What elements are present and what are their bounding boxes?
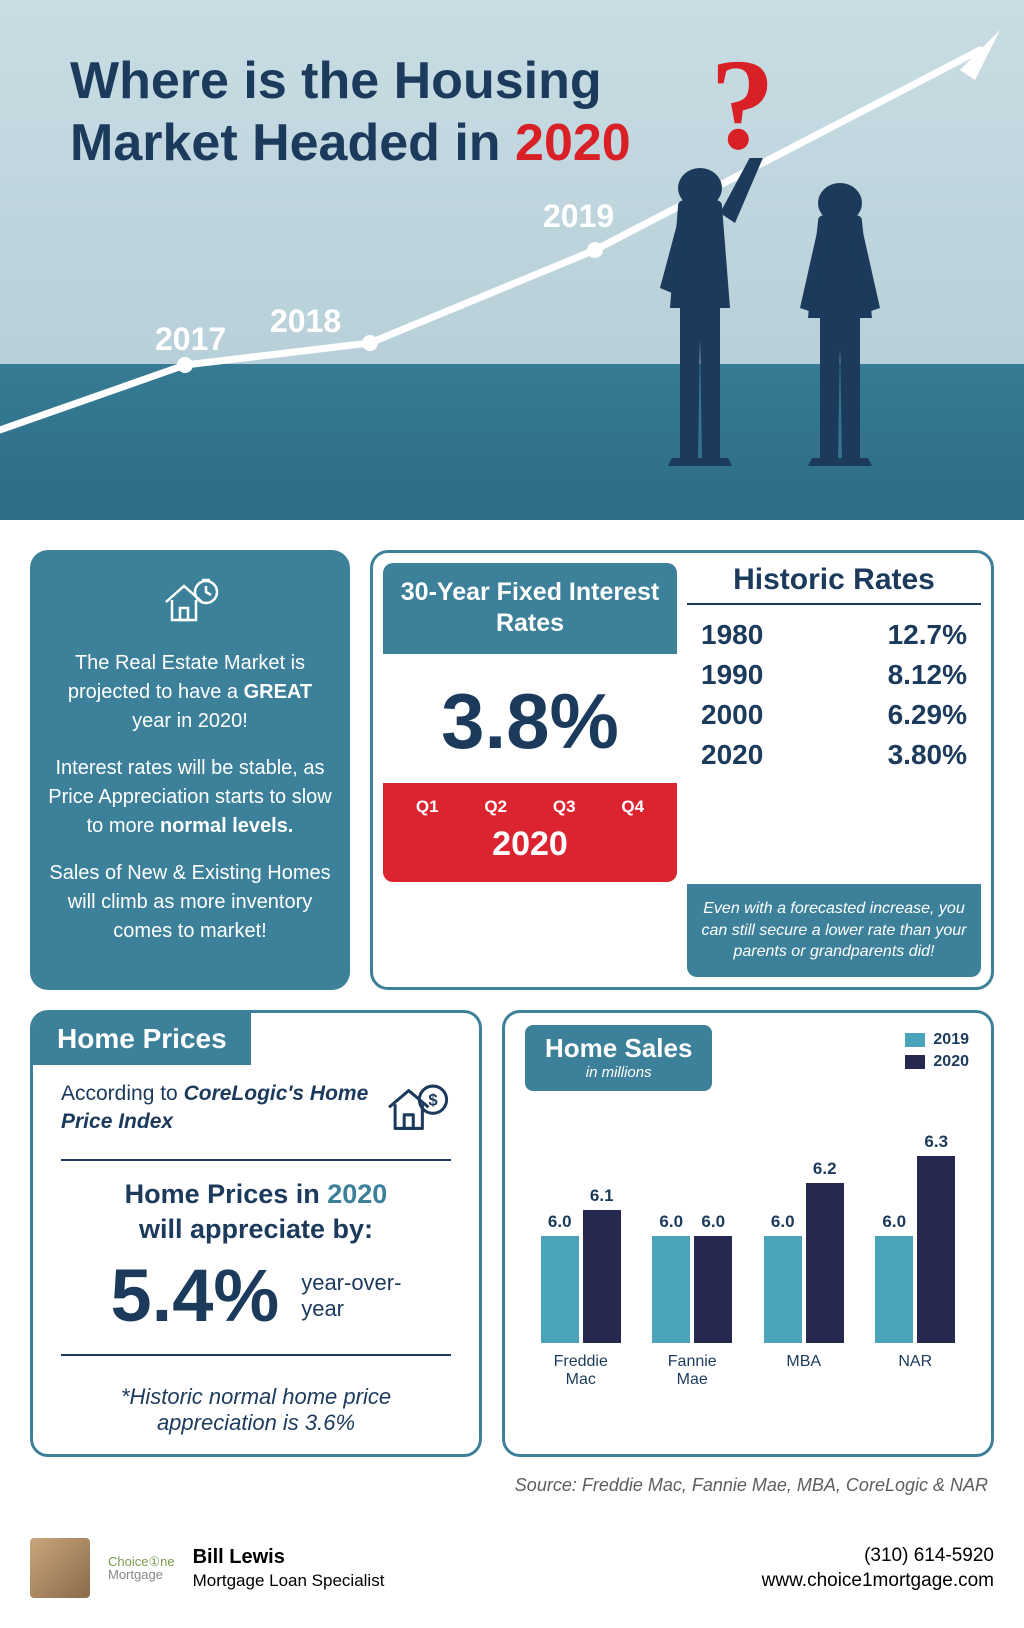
quarter-row: Q1 Q2 Q3 Q4 [393,797,667,817]
trend-year-label: 2017 [155,321,226,358]
businessmen-silhouette-icon [600,158,960,468]
bar-group: 6.06.2 MBA [764,1183,844,1391]
prices-sub: According to CoreLogic's Home Price Inde… [61,1073,451,1143]
prices-headline: Home Prices in 2020 will appreciate by: [61,1177,451,1247]
bar: 6.0 [541,1236,579,1343]
website: www.choice1mortgage.com [762,1568,994,1594]
title-line2a: Market Headed in [70,114,515,172]
quarter-label: Q4 [621,797,644,817]
quarter-label: Q2 [484,797,507,817]
prices-pct-row: 5.4% year-over-year [61,1253,451,1338]
bar: 6.0 [764,1236,802,1343]
bar-label: FreddieMac [554,1353,608,1391]
quarter-box: Q1 Q2 Q3 Q4 2020 [383,783,677,882]
current-rate: 3.8% [383,654,677,783]
sales-subtitle: in millions [545,1064,692,1081]
footer: Choice①ne Mortgage Bill Lewis Mortgage L… [0,1524,1024,1628]
historic-row: 20006.29% [687,695,981,735]
legend-item: 2020 [905,1053,969,1071]
intro-p2: Interest rates will be stable, as Price … [48,754,332,841]
phone: (310) 614-5920 [762,1543,994,1569]
title-line1: Where is the Housing [70,52,602,110]
trend-year-label: 2018 [270,303,341,340]
row-2: Home Prices According to CoreLogic's Hom… [0,1010,1024,1467]
yoy-label: year-over-year [301,1270,401,1321]
quarter-year: 2020 [393,825,667,864]
intro-card: The Real Estate Market is projected to h… [30,550,350,990]
house-dollar-icon: $ [383,1073,451,1143]
historic-row: 198012.7% [687,615,981,655]
bar-chart: 6.06.1FreddieMac6.06.0FannieMae6.06.2MBA… [525,1121,971,1391]
trend-year-label: 2019 [543,198,614,235]
hero: Where is the Housing Market Headed in 20… [0,0,1024,520]
bar: 6.0 [652,1236,690,1343]
historic-rates: Historic Rates 198012.7%19908.12%20006.2… [687,563,981,977]
company-logo: Choice①ne Mortgage [108,1555,175,1581]
quarter-label: Q1 [416,797,439,817]
page-title: Where is the Housing Market Headed in 20… [70,50,631,175]
chart-legend: 2019 2020 [905,1031,969,1075]
contact-block: (310) 614-5920 www.choice1mortgage.com [762,1543,994,1594]
svg-text:$: $ [428,1091,438,1110]
quarter-label: Q3 [553,797,576,817]
home-prices-card: Home Prices According to CoreLogic's Hom… [30,1010,482,1457]
rates-card: 30-Year Fixed Interest Rates 3.8% Q1 Q2 Q3… [370,550,994,990]
bar-group: 6.06.3 NAR [875,1156,955,1391]
appreciation-pct: 5.4% [111,1253,280,1338]
historic-row: 19908.12% [687,655,981,695]
source-line: Source: Freddie Mac, Fannie Mae, MBA, Co… [0,1467,1024,1524]
bar: 6.0 [694,1236,732,1343]
prices-title: Home Prices [33,1013,251,1065]
historic-title: Historic Rates [687,563,981,605]
historic-note: Even with a forecasted increase, you can… [687,884,981,977]
bar: 6.2 [806,1183,844,1343]
legend-item: 2019 [905,1031,969,1049]
bar: 6.3 [917,1156,955,1343]
intro-p1: The Real Estate Market is projected to h… [48,649,332,736]
row-1: The Real Estate Market is projected to h… [0,520,1024,1010]
intro-p3: Sales of New & Existing Homes will climb… [48,859,332,946]
sales-title-wrap: Home Sales in millions [525,1025,712,1091]
person-name: Bill Lewis [193,1544,385,1570]
bar: 6.0 [875,1236,913,1343]
home-sales-card: Home Sales in millions 20192020 6.06.1Fr… [502,1010,994,1457]
sales-title: Home Sales [545,1033,692,1064]
bar-label: FannieMae [668,1353,717,1391]
person-role: Mortgage Loan Specialist [193,1570,385,1592]
bar: 6.1 [583,1210,621,1343]
bar-group: 6.06.0 FannieMae [652,1236,732,1391]
house-clock-icon [48,576,332,635]
bar-label: NAR [898,1353,932,1391]
person-block: Bill Lewis Mortgage Loan Specialist [193,1544,385,1592]
prices-footnote: *Historic normal home price appreciation… [61,1372,451,1436]
avatar [30,1538,90,1598]
rates-left: 30-Year Fixed Interest Rates 3.8% Q1 Q2 Q3… [383,563,677,977]
bar-label: MBA [786,1353,821,1391]
rates-title: 30-Year Fixed Interest Rates [383,563,677,654]
historic-row: 20203.80% [687,735,981,775]
bar-group: 6.06.1 FreddieMac [541,1210,621,1391]
